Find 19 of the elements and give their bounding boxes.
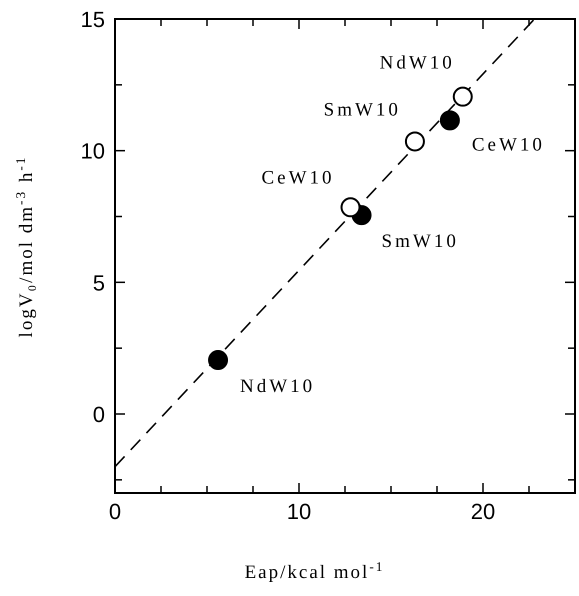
annotation: NdW10 xyxy=(380,52,455,74)
x-axis-title: Eap/kcal mol$^{-1}$ xyxy=(244,558,384,583)
x-tick-label: 0 xyxy=(108,499,122,524)
y-tick-label: 5 xyxy=(92,270,105,296)
point xyxy=(340,197,361,218)
point xyxy=(452,86,473,107)
annotation: CeW10 xyxy=(261,167,335,188)
y-tick-label: 15 xyxy=(80,7,105,32)
y-tick-label: 0 xyxy=(92,402,105,427)
annotation: NdW10 xyxy=(240,376,316,398)
annotation: SmW10 xyxy=(382,231,459,252)
point xyxy=(440,110,460,130)
annotation: SmW10 xyxy=(324,99,401,120)
point xyxy=(208,350,228,370)
x-tick-label: 20 xyxy=(470,499,496,524)
y-tick-label: 10 xyxy=(80,138,105,164)
x-tick-label: 10 xyxy=(286,499,312,524)
annotation: CeW10 xyxy=(472,134,545,156)
point xyxy=(404,131,425,152)
